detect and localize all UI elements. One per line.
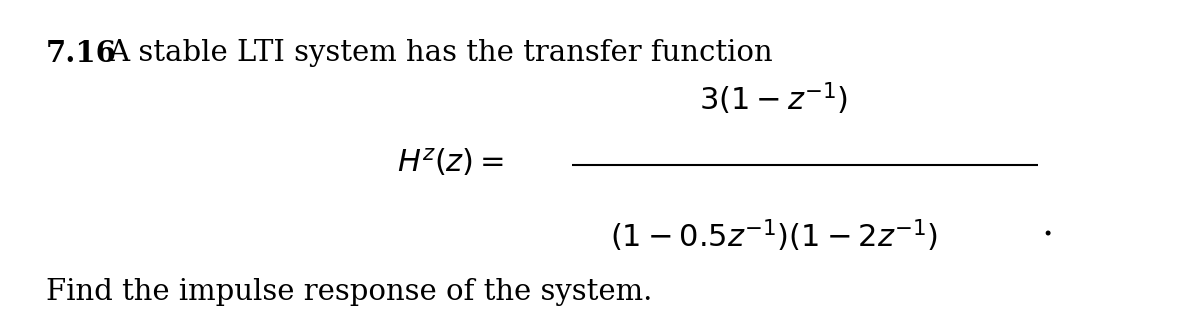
Text: .: . <box>1042 206 1054 244</box>
Text: A stable LTI system has the transfer function: A stable LTI system has the transfer fun… <box>108 39 773 67</box>
Text: $H^{z}(z) =$: $H^{z}(z) =$ <box>397 147 504 179</box>
Text: $3(1 - z^{-1})$: $3(1 - z^{-1})$ <box>700 81 848 118</box>
Text: Find the impulse response of the system.: Find the impulse response of the system. <box>46 278 652 306</box>
Text: 7.16: 7.16 <box>46 39 116 68</box>
Text: $(1 - 0.5z^{-1})(1 - 2z^{-1})$: $(1 - 0.5z^{-1})(1 - 2z^{-1})$ <box>610 218 938 255</box>
